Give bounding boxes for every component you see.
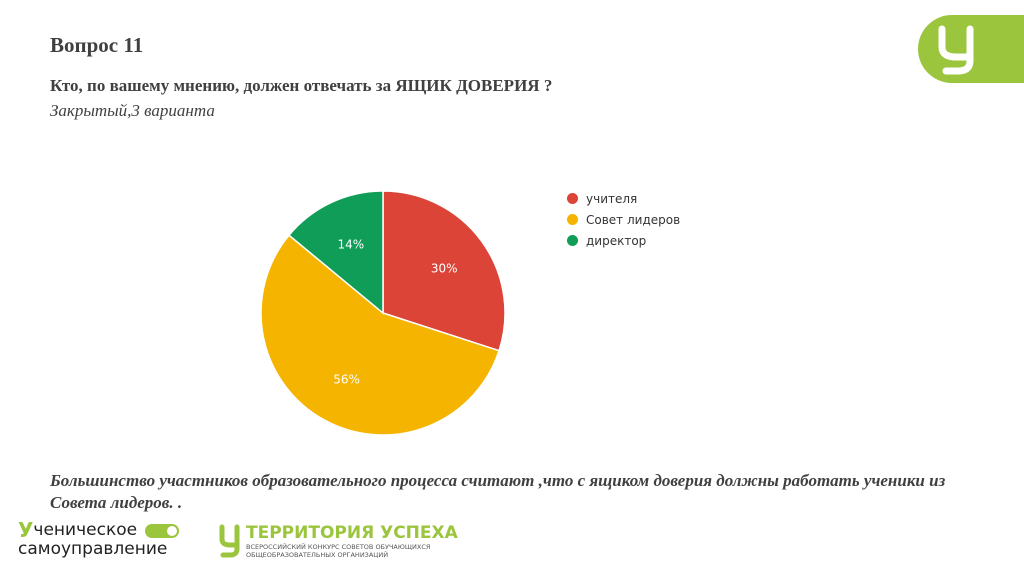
slice-label: 14%	[337, 238, 364, 252]
legend-label: директор	[586, 233, 647, 248]
logo-line2: самоуправление	[18, 539, 168, 559]
chart-legend: учителя Совет лидеров директор	[567, 188, 680, 251]
pie-slice	[260, 234, 500, 436]
legend-item: учителя	[567, 188, 680, 209]
logo-prefix: У	[18, 518, 34, 542]
legend-dot	[567, 235, 578, 246]
territory-subtitle: ВСЕРОССИЙСКИЙ КОНКУРС СОВЕТОВ ОБУЧАЮЩИХС…	[246, 543, 486, 559]
legend-dot	[567, 193, 578, 204]
slide-title: Вопрос 11	[50, 33, 144, 57]
logo-badge	[918, 15, 1024, 83]
legend-dot	[567, 214, 578, 225]
u-letter-logo-icon	[938, 25, 974, 75]
u-mark-icon	[219, 524, 240, 558]
territory-sub1: ВСЕРОССИЙСКИЙ КОНКУРС СОВЕТОВ ОБУЧАЮЩИХС…	[246, 543, 431, 551]
pie-slice	[382, 190, 506, 352]
legend-label: учителя	[586, 191, 638, 206]
slice-label: 30%	[431, 262, 458, 276]
pie-slice	[287, 190, 384, 315]
logo-line1: ченическое	[33, 520, 138, 540]
legend-item: директор	[567, 230, 680, 251]
legend-label: Совет лидеров	[586, 212, 681, 227]
territory-sub2: ОБЩЕОБРАЗОВАТЕЛЬНЫХ ОРГАНИЗАЦИЙ	[246, 551, 389, 559]
toggle-icon	[145, 523, 180, 538]
conclusion-text: Большинство участников образовательного …	[50, 471, 946, 512]
student-government-logo: У ченическое самоуправление	[18, 518, 180, 559]
pie-chart: 30% 56% 14%	[260, 190, 506, 436]
legend-item: Совет лидеров	[567, 209, 680, 230]
territory-title: ТЕРРИТОРИЯ УСПЕХА	[246, 523, 458, 543]
slice-label: 56%	[333, 372, 360, 386]
question-type: Закрытый,3 варианта	[50, 101, 215, 120]
question-text: Кто, по вашему мнению, должен отвечать з…	[50, 76, 553, 95]
